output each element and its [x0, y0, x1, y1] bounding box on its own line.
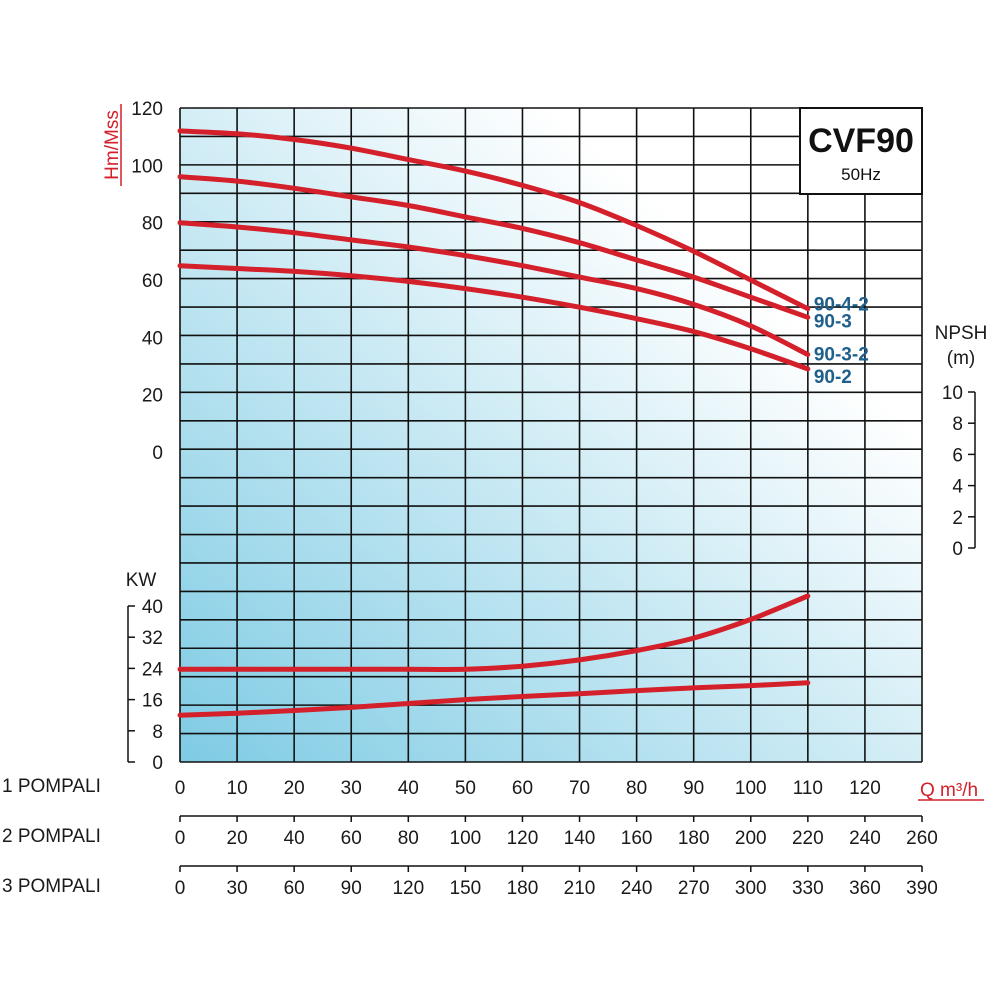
head-tick-label: 20	[142, 386, 163, 407]
kw-tick-label: 24	[142, 659, 164, 680]
kw-tick-label: 40	[142, 597, 163, 618]
plot-background	[180, 108, 922, 762]
curve-head-90-4-2	[177, 128, 811, 312]
curve-npsh-npsh	[177, 593, 811, 673]
row-label-3-pompali: 3 POMPALI	[2, 876, 101, 897]
flow-tick-label: 100	[735, 778, 767, 799]
flow-tick-label: 50	[455, 778, 476, 799]
flow-tick-label: 40	[284, 828, 305, 849]
curves: 90-4-290-3 90-3-290-2	[177, 128, 869, 718]
kw-axis-label: KW	[126, 570, 157, 591]
npsh-axis-label: NPSH	[935, 323, 988, 344]
flow-tick-label: 40	[398, 778, 419, 799]
series-label-90-4-2: 90-4-2	[814, 295, 869, 316]
series-label-90-3-2: 90-3-2	[814, 345, 869, 366]
flow-tick-label: 150	[450, 878, 482, 899]
grid	[179, 107, 923, 763]
flow-tick-label: 30	[341, 778, 362, 799]
flow-tick-label: 70	[569, 778, 590, 799]
flow-tick-label: 0	[175, 778, 186, 799]
chart-subtitle: 50Hz	[841, 165, 881, 184]
curve-head-90-3-2	[177, 220, 811, 357]
flow-tick-label: 110	[793, 778, 823, 799]
kw-tick-label: 0	[152, 753, 163, 774]
title-box	[799, 107, 923, 195]
head-tick-label: 80	[142, 214, 163, 235]
flow-tick-label: 260	[906, 828, 938, 849]
npsh-tick-label: 4	[952, 477, 963, 498]
chart-title: CVF90	[808, 122, 914, 160]
head-tick-label: 60	[142, 271, 163, 292]
npsh-tick-label: 0	[952, 539, 963, 560]
flow-tick-label: 160	[621, 828, 653, 849]
npsh-tick-label: 2	[952, 508, 963, 529]
head-tick-label: 100	[131, 156, 163, 177]
npsh-tick-label: 6	[952, 445, 963, 466]
flow-tick-label: 270	[678, 878, 710, 899]
flow-tick-label: 240	[621, 878, 653, 899]
kw-tick-label: 8	[152, 722, 163, 743]
flow-tick-label: 180	[678, 828, 710, 849]
flow-tick-label: 140	[564, 828, 596, 849]
flow-tick-label: 90	[341, 878, 362, 899]
kw-tick-label: 16	[142, 691, 163, 712]
flow-tick-label: 0	[175, 878, 186, 899]
flow-tick-label: 360	[849, 878, 881, 899]
head-tick-label: 0	[152, 443, 163, 464]
curve-head-90-3	[177, 174, 811, 320]
flow-tick-label: 60	[512, 778, 533, 799]
flow-tick-label: 240	[849, 828, 881, 849]
flow-tick-label: 10	[227, 778, 248, 799]
flow-tick-label: 120	[849, 778, 881, 799]
flow-tick-label: 180	[507, 878, 539, 899]
flow-tick-label: 80	[398, 828, 419, 849]
flow-tick-label: 200	[735, 828, 767, 849]
curve-kw-kw	[177, 680, 811, 718]
flow-tick-label: 120	[392, 878, 424, 899]
curve-head-90-2	[177, 263, 811, 372]
flow-tick-label: 30	[227, 878, 248, 899]
flow-tick-label: 120	[507, 828, 539, 849]
row-label-2-pompali: 2 POMPALI	[2, 826, 101, 847]
series-label-90-2: 90-2	[814, 367, 852, 388]
flow-tick-label: 60	[341, 828, 362, 849]
head-tick-label: 120	[131, 99, 163, 120]
flow-tick-label: 210	[564, 878, 596, 899]
flow-tick-label: 330	[792, 878, 824, 899]
flow-tick-label: 20	[284, 778, 305, 799]
flow-tick-label: 80	[626, 778, 647, 799]
flow-tick-label: 390	[906, 878, 938, 899]
series-label-90-3: 90-3	[814, 311, 852, 332]
flow-tick-label: 90	[683, 778, 704, 799]
head-tick-label: 40	[142, 328, 163, 349]
row-label-1-pompali: 1 POMPALI	[2, 776, 101, 797]
npsh-tick-label: 10	[942, 383, 963, 404]
flow-tick-label: 100	[450, 828, 482, 849]
flow-tick-label: 300	[735, 878, 767, 899]
flow-unit-label: Q m³/h	[920, 780, 978, 801]
kw-tick-label: 32	[142, 628, 163, 649]
npsh-tick-label: 8	[952, 414, 963, 435]
head-axis-label: Hm/Mss	[102, 110, 123, 180]
npsh-axis-unit: (m)	[947, 348, 975, 369]
flow-tick-label: 60	[284, 878, 305, 899]
flow-tick-label: 0	[175, 828, 186, 849]
flow-tick-label: 220	[792, 828, 824, 849]
flow-tick-label: 20	[227, 828, 248, 849]
